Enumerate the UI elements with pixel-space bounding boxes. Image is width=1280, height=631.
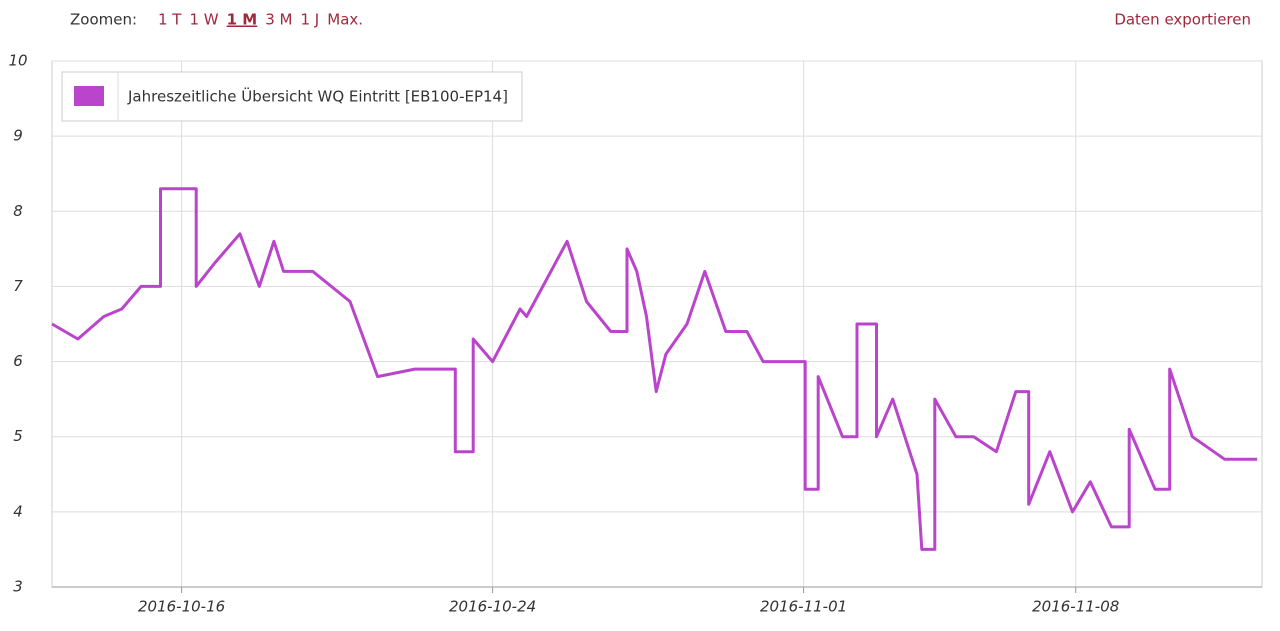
x-tick-label: 2016-10-16 [138, 598, 225, 616]
x-tick-label: 2016-10-24 [449, 598, 536, 616]
data-line [51, 187, 1258, 551]
y-tick-label: 6 [13, 352, 23, 370]
y-tick-label: 8 [13, 202, 23, 220]
zoom-label: Zoomen: [70, 11, 137, 29]
zoom-option[interactable]: 1 T [158, 11, 182, 29]
y-tick-label: 5 [13, 427, 23, 445]
y-tick-label: 4 [13, 502, 23, 520]
y-tick-label: 9 [13, 127, 23, 145]
y-tick-label: 7 [13, 277, 23, 295]
plot-area [51, 60, 1263, 588]
x-tick-label: 2016-11-01 [760, 598, 847, 616]
zoom-option[interactable]: Max. [327, 11, 363, 29]
zoom-option[interactable]: 1 J [301, 11, 320, 29]
x-tick-label: 2016-11-08 [1032, 598, 1119, 616]
zoom-option[interactable]: 1 W [189, 11, 218, 29]
legend-label: Jahreszeitliche Übersicht WQ Eintritt [E… [127, 87, 508, 106]
y-tick-label: 3 [13, 578, 23, 596]
zoom-option[interactable]: 1 M [227, 11, 258, 29]
legend-box [61, 71, 523, 122]
export-link[interactable]: Daten exportieren [1114, 11, 1251, 29]
y-tick-label: 10 [8, 52, 27, 70]
legend: Jahreszeitliche Übersicht WQ Eintritt [E… [61, 71, 523, 122]
legend-swatch [74, 86, 104, 106]
zoom-options: 1 T 1 W 1 M 3 M 1 J Max. [158, 11, 363, 29]
zoom-option[interactable]: 3 M [265, 11, 292, 29]
